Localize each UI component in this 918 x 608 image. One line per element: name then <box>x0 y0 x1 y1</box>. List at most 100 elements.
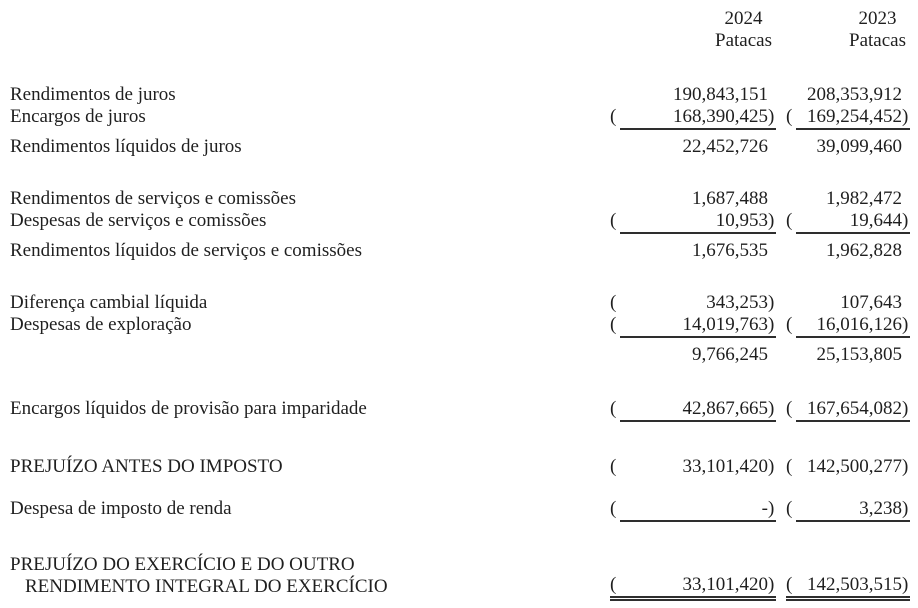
amount-2024: (33,101,420) <box>610 456 776 478</box>
amount-underline-area: 169,254,452) <box>796 106 910 130</box>
close-paren: ) <box>902 398 909 419</box>
amount-value: 142,500,277 <box>807 456 902 477</box>
open-paren <box>786 292 796 314</box>
amount-underline-area: 107,643) <box>796 292 910 314</box>
close-paren: ) <box>902 498 909 519</box>
open-paren: ( <box>610 292 617 313</box>
row-label: Despesas de serviços e comissões <box>10 210 267 231</box>
column-unit-2023: Patacas <box>849 30 906 51</box>
open-paren <box>610 136 620 158</box>
statement-row: PREJUÍZO ANTES DO IMPOSTO(33,101,420)(14… <box>0 456 918 478</box>
amount-underline-area: 142,500,277) <box>796 456 910 478</box>
row-label: Encargos de juros <box>10 106 146 127</box>
column-unit-2024: Patacas <box>715 30 772 51</box>
close-paren: ) <box>768 314 775 335</box>
close-paren: ) <box>768 398 775 419</box>
close-paren: ) <box>768 106 775 127</box>
statement-row: Despesas de exploração(14,019,763)(16,01… <box>0 314 918 338</box>
amount-value: 19,644 <box>849 210 902 231</box>
row-label: Rendimentos líquidos de serviços e comis… <box>10 240 362 261</box>
close-paren: ) <box>768 574 775 595</box>
amount-value: 22,452,726 <box>682 136 769 157</box>
amount-underline-area: 1,676,535) <box>620 240 776 262</box>
amount-value: 343,253 <box>706 292 768 313</box>
column-header-2023: 2023 Patacas <box>786 8 910 52</box>
open-paren: ( <box>786 574 793 595</box>
open-paren <box>786 84 796 106</box>
open-paren: ( <box>786 314 793 335</box>
statement-row: Rendimentos líquidos de juros 22,452,726)… <box>0 136 918 158</box>
row-label: Despesa de imposto de renda <box>10 498 232 519</box>
amount-2023: 1,982,472) <box>786 188 910 210</box>
amount-2023: (142,503,515) <box>786 574 910 601</box>
row-label-line2: RENDIMENTO INTEGRAL DO EXERCÍCIO <box>25 576 388 597</box>
amount-2023: (169,254,452) <box>786 106 910 130</box>
statement-row: Rendimentos de juros 190,843,151) 208,353,… <box>0 84 918 106</box>
amount-underline-area: 33,101,420) <box>620 574 776 596</box>
amount-underline-area: 33,101,420) <box>620 456 776 478</box>
amount-value: 142,503,515 <box>807 574 902 595</box>
open-paren: ( <box>610 574 617 595</box>
close-paren: ) <box>768 456 775 477</box>
open-paren: ( <box>786 398 793 419</box>
amount-underline-area: 1,687,488) <box>620 188 776 210</box>
row-label: Despesas de exploração <box>10 314 192 335</box>
column-header-2024: 2024 Patacas <box>610 8 776 52</box>
amount-value: 42,867,665 <box>682 398 769 419</box>
amount-value: 107,643 <box>840 292 902 313</box>
row-label: Diferença cambial líquida <box>10 292 208 313</box>
amount-2023: (167,654,082) <box>786 398 910 422</box>
amount-2024: 190,843,151) <box>610 84 776 106</box>
amount-2023: 107,643) <box>786 292 910 314</box>
amount-value: 25,153,805 <box>816 344 903 365</box>
amount-2023: 1,962,828) <box>786 240 910 262</box>
amount-value: 208,353,912 <box>807 84 902 105</box>
open-paren <box>786 136 796 158</box>
column-headers: 2024 Patacas 2023 Patacas <box>0 8 918 52</box>
open-paren <box>786 188 796 210</box>
amount-underline-area: -) <box>620 498 776 522</box>
statement-row: Diferença cambial líquida (343,253) 107,64… <box>0 292 918 314</box>
close-paren: ) <box>768 498 775 519</box>
close-paren: ) <box>902 574 909 595</box>
amount-value: 168,390,425 <box>673 106 768 127</box>
amount-2023: (3,238) <box>786 498 910 522</box>
amount-value: 1,676,535 <box>692 240 768 261</box>
open-paren: ( <box>610 106 617 127</box>
statement-row: Encargos de juros(168,390,425)(169,254,4… <box>0 106 918 130</box>
amount-2023: (142,500,277) <box>786 456 910 478</box>
amount-2023: (16,016,126) <box>786 314 910 338</box>
open-paren: ( <box>610 210 617 231</box>
amount-underline-area: 142,503,515) <box>796 574 910 596</box>
row-label: PREJUÍZO ANTES DO IMPOSTO <box>10 456 283 477</box>
amount-value: 9,766,245 <box>692 344 768 365</box>
amount-value: 1,962,828 <box>826 240 902 261</box>
open-paren <box>786 344 796 366</box>
close-paren: ) <box>768 292 775 313</box>
close-paren: ) <box>902 106 909 127</box>
row-label: Rendimentos líquidos de juros <box>10 136 242 157</box>
amount-underline-area: 1,982,472) <box>796 188 910 210</box>
row-label: PREJUÍZO DO EXERCÍCIO E DO OUTRO RENDIMEN… <box>0 554 610 598</box>
amount-underline-area: 16,016,126) <box>796 314 910 338</box>
statement-row: Rendimentos líquidos de serviços e comis… <box>0 240 918 262</box>
row-label: Rendimentos de serviços e comissões <box>10 188 297 209</box>
amount-2023: 39,099,460) <box>786 136 910 158</box>
amount-value: 190,843,151 <box>673 84 768 105</box>
amount-underline-area: 19,644) <box>796 210 910 234</box>
row-label <box>0 344 610 366</box>
row-label: Rendimentos de juros <box>10 84 176 105</box>
amount-value: 16,016,126 <box>816 314 903 335</box>
open-paren: ( <box>610 456 617 477</box>
statement-row: 9,766,245) 25,153,805) <box>0 344 918 366</box>
close-paren: ) <box>768 210 775 231</box>
amount-underline-area: 39,099,460) <box>796 136 910 158</box>
amount-underline-area: 3,238) <box>796 498 910 522</box>
statement-row: Encargos líquidos de provisão para impar… <box>0 398 918 422</box>
row-label: Encargos líquidos de provisão para impar… <box>10 398 367 419</box>
close-paren: ) <box>902 456 909 477</box>
amount-underline-area: 208,353,912) <box>796 84 910 106</box>
amount-2024: (33,101,420) <box>610 574 776 601</box>
open-paren: ( <box>786 210 793 231</box>
